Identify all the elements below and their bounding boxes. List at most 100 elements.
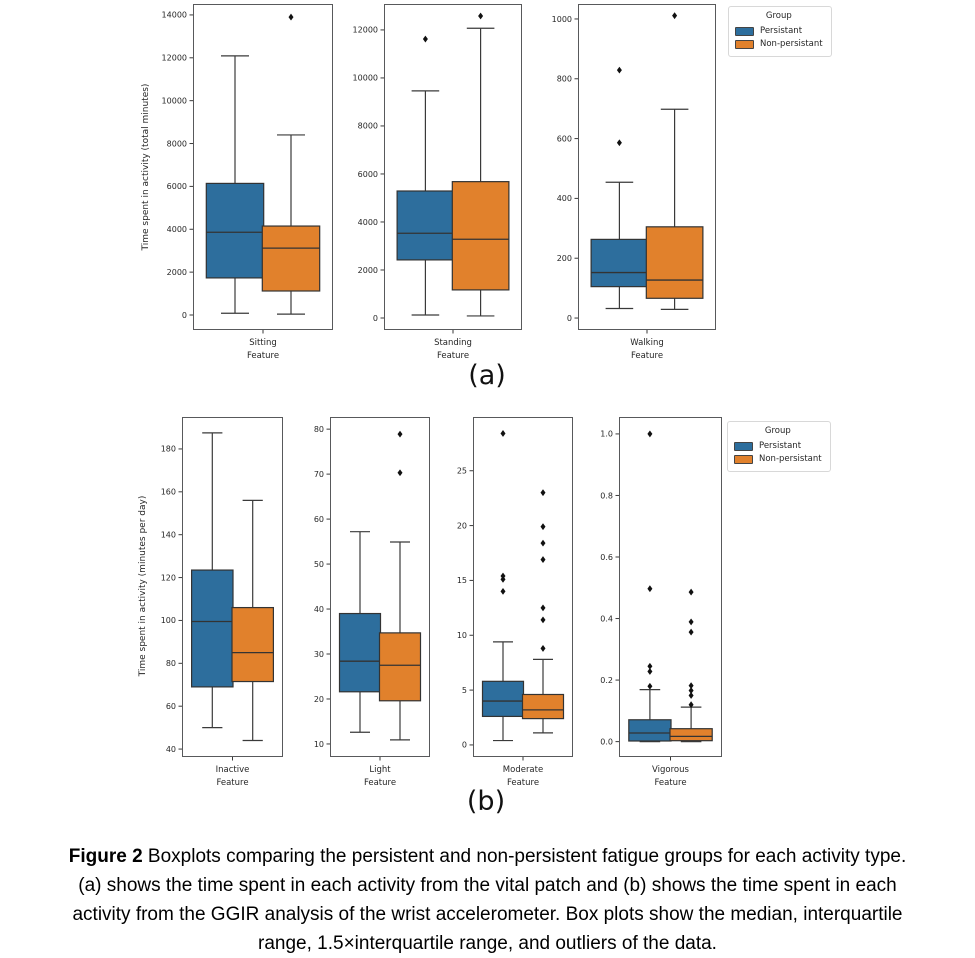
outlier-point-non-persistant [478,12,484,20]
outlier-point-persistant [647,682,653,690]
outlier-point-persistant [647,668,653,675]
y-tick-label: 200 [557,254,572,263]
outlier-point-persistant [647,430,653,438]
y-tick-label: 14000 [162,11,187,20]
box-non-persistant [451,181,510,291]
y-tick-label: 80 [314,425,324,434]
box-non-persistant [231,606,275,683]
outlier-point-persistant [500,430,506,437]
legend-title: Group [764,426,791,436]
boxplot-panel-inactive: 40 60 80 100 120 140 160 180 Inactive Feature [161,417,283,788]
outlier-point-non-persistant [540,523,546,531]
y-tick-label: 1.0 [600,430,613,439]
y-tick-label: 8000 [358,122,378,131]
boxplot-panel-moderate: 0 5 10 15 20 25 Moderate Feature [457,417,573,788]
legend-entry-label: Persistant [759,441,802,451]
y-tick-label: 50 [314,560,324,569]
y-tick-label: 8000 [167,139,187,148]
box-non-persistant [645,226,704,299]
box-persistant [481,680,525,718]
outlier-point-persistant [647,585,653,593]
panel-border [384,4,522,330]
category-label: Moderate [503,765,543,775]
caption-figure-number: Figure 2 [68,846,143,867]
x-axis-label: Feature [507,778,539,788]
panel-border [330,417,430,757]
y-tick-label: 6000 [167,182,187,191]
y-tick-label: 30 [314,650,324,659]
box-non-persistant [521,693,565,720]
x-axis-label: Feature [216,778,248,788]
y-tick-label: 0.8 [600,491,613,500]
outlier-point-persistant [647,662,653,670]
legend-entry-label: Non-persistant [759,454,822,464]
outlier-point-persistant [500,572,506,580]
subfigure-label-a: (a) [468,360,506,391]
boxplot-panel-light: 10 20 30 40 50 60 70 80 Light Feature [314,417,430,788]
box-persistant [396,190,455,261]
y-tick-label: 60 [166,702,176,711]
outlier-point-non-persistant [397,430,403,438]
y-tick-label: 10 [457,631,467,640]
caption-text: Boxplots comparing the persistent and no… [142,846,907,867]
boxplot-panel-walking: 0 200 400 600 800 1000 Walking Feature [552,4,716,361]
legend-entry-persistant: Persistant [734,440,822,453]
x-axis-label: Feature [247,351,279,361]
outlier-point-non-persistant [540,489,546,497]
category-label: Light [369,765,391,775]
panel-border [619,417,722,757]
box-persistant [628,719,672,742]
y-tick-label: 800 [557,75,572,84]
y-tick-label: 60 [314,515,324,524]
caption-line: (a) shows the time spent in each activit… [78,875,897,896]
y-tick-label: 10000 [162,96,187,105]
outlier-point-non-persistant [288,13,294,21]
box-persistant [590,238,649,288]
subfigure-label-b: (b) [466,786,506,817]
y-tick-label: 80 [166,659,176,668]
legend-entry-label: Persistant [760,26,803,36]
legend-title: Group [765,11,792,21]
y-tick-label: 6000 [358,170,378,179]
y-tick-label: 0 [373,314,378,323]
y-tick-label: 0 [567,314,572,323]
boxplot-panel-sitting: 0 2000 4000 6000 8000 10000 12000 14000 Sitting F… [162,4,333,361]
y-tick-label: 12000 [353,26,378,35]
outlier-point-non-persistant [688,701,694,709]
x-axis-label: Feature [654,778,686,788]
y-tick-label: 0.0 [600,737,613,746]
panel-border [578,4,716,330]
outlier-point-persistant [500,587,506,595]
y-tick-label: 10000 [353,74,378,83]
y-tick-label: 140 [161,530,176,539]
y-tick-label: 0.4 [600,614,613,623]
x-axis-label: Feature [631,351,663,361]
y-tick-label: 0 [462,741,467,750]
box-persistant [190,569,234,688]
outlier-point-non-persistant [397,469,403,477]
y-tick-label: 1000 [552,15,572,24]
y-tick-label: 15 [457,576,467,585]
y-tick-label: 20 [457,521,467,530]
outlier-point-non-persistant [688,628,694,636]
y-tick-label: 0.6 [600,553,613,562]
outlier-point-persistant [616,139,622,147]
legend-entry-non-persistant: Non-persistant [735,38,823,51]
category-label: Sitting [249,338,277,348]
outlier-point-non-persistant [540,556,546,563]
caption-line: range, 1.5×interquartile range, and outl… [258,933,717,954]
legend-a: Group Persistant Non-persistant [728,6,832,57]
legend-entry-persistant: Persistant [735,25,823,38]
y-tick-label: 600 [557,134,572,143]
outlier-point-persistant [616,66,622,74]
y-tick-label: 25 [457,467,467,476]
y-tick-label: 180 [161,445,176,454]
category-label: Standing [434,338,472,348]
box-persistant [338,612,382,693]
outlier-point-non-persistant [540,539,546,547]
outlier-point-non-persistant [672,12,678,20]
outlier-point-non-persistant [688,692,694,699]
category-label: Walking [630,338,664,348]
box-non-persistant [378,632,422,702]
